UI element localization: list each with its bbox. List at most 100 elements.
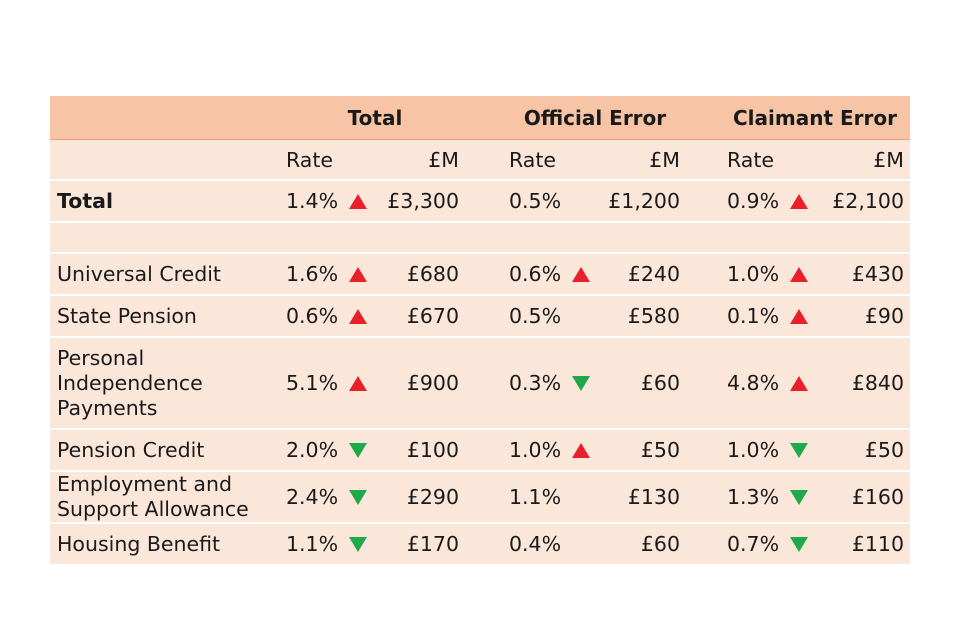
row-label: Pension Credit <box>57 437 205 462</box>
official-rate-cell: 0.5% <box>503 296 599 336</box>
claimant-money-value: £90 <box>864 304 904 328</box>
claimant-rate-value: 1.0% <box>727 438 780 462</box>
claimant-money-cell: £110 <box>810 524 904 564</box>
official-rate-cell: 0.6% <box>503 254 599 294</box>
group-header-official-error: Official Error <box>523 105 667 130</box>
official-money-cell: £1,200 <box>590 181 680 221</box>
claimant-rate-cell: 1.0% <box>721 430 817 470</box>
official-money-cell: £50 <box>590 430 680 470</box>
up-arrow-icon <box>572 442 591 458</box>
table-row: Total 1.4% £3,300 0.5% £1,200 0.9% £2,100 <box>50 181 910 223</box>
claimant-money-header: £M <box>873 147 904 172</box>
claimant-money-cell: £90 <box>810 296 904 336</box>
total-rate-cell: 2.4% <box>280 472 376 522</box>
total-money-value: £290 <box>406 485 459 509</box>
total-rate-value: 1.4% <box>286 189 339 213</box>
official-rate-value: 0.6% <box>509 262 562 286</box>
total-money-value: £670 <box>406 304 459 328</box>
official-rate-cell: 0.4% <box>503 524 599 564</box>
up-arrow-icon <box>349 308 368 324</box>
claimant-rate-value: 1.3% <box>727 485 780 509</box>
official-rate-value: 1.0% <box>509 438 562 462</box>
down-arrow-icon <box>790 536 809 552</box>
group-header-claimant-error: Claimant Error <box>733 105 897 130</box>
official-money-value: £60 <box>640 532 680 556</box>
claimant-rate-cell: 0.7% <box>721 524 817 564</box>
total-money-header: £M <box>428 147 459 172</box>
total-rate-cell: 1.6% <box>280 254 376 294</box>
official-money-value: £240 <box>627 262 680 286</box>
total-money-cell: £900 <box>370 338 459 428</box>
column-header-row: Rate £M Rate £M Rate £M <box>50 140 910 181</box>
official-rate-value: 0.5% <box>509 304 562 328</box>
table-row: Universal Credit 1.6% £680 0.6% £240 1.0% £430 <box>50 254 910 296</box>
official-rate-cell: 1.1% <box>503 472 599 522</box>
down-arrow-icon <box>572 375 591 391</box>
claimant-rate-value: 1.0% <box>727 262 780 286</box>
official-money-cell: £240 <box>590 254 680 294</box>
total-rate-value: 1.1% <box>286 532 339 556</box>
official-money-cell: £60 <box>590 338 680 428</box>
claimant-money-cell: £50 <box>810 430 904 470</box>
official-money-value: £130 <box>627 485 680 509</box>
claimant-money-value: £840 <box>851 371 904 395</box>
down-arrow-icon <box>790 489 809 505</box>
official-rate-value: 0.5% <box>509 189 562 213</box>
claimant-rate-value: 4.8% <box>727 371 780 395</box>
official-rate-cell: 0.5% <box>503 181 599 221</box>
official-money-cell: £60 <box>590 524 680 564</box>
official-money-cell: £580 <box>590 296 680 336</box>
official-rate-value: 0.4% <box>509 532 562 556</box>
total-money-value: £170 <box>406 532 459 556</box>
claimant-money-value: £2,100 <box>832 189 904 213</box>
down-arrow-icon <box>349 536 368 552</box>
group-header-row: Total Official Error Claimant Error <box>50 96 910 140</box>
claimant-rate-header: Rate <box>727 147 775 172</box>
table-row: Pension Credit 2.0% £100 1.0% £50 1.0% £50 <box>50 430 910 472</box>
total-money-cell: £170 <box>370 524 459 564</box>
claimant-money-cell: £840 <box>810 338 904 428</box>
total-rate-value: 2.4% <box>286 485 339 509</box>
claimant-rate-value: 0.1% <box>727 304 780 328</box>
total-rate-cell: 2.0% <box>280 430 376 470</box>
claimant-money-cell: £160 <box>810 472 904 522</box>
row-label: Housing Benefit <box>57 531 221 556</box>
claimant-money-value: £160 <box>851 485 904 509</box>
total-rate-cell: 1.4% <box>280 181 376 221</box>
official-rate-value: 1.1% <box>509 485 562 509</box>
total-rate-cell: 0.6% <box>280 296 376 336</box>
official-rate-value: 0.3% <box>509 371 562 395</box>
table-row: Personal Independence Payments 5.1% £900 0.… <box>50 338 910 430</box>
official-money-header: £M <box>649 147 680 172</box>
claimant-money-value: £110 <box>851 532 904 556</box>
down-arrow-icon <box>790 442 809 458</box>
total-rate-header: Rate <box>286 147 334 172</box>
up-arrow-icon <box>349 193 368 209</box>
claimant-money-cell: £2,100 <box>810 181 904 221</box>
up-arrow-icon <box>349 375 368 391</box>
row-label: Universal Credit <box>57 261 221 286</box>
claimant-rate-value: 0.7% <box>727 532 780 556</box>
group-header-total: Total <box>347 105 403 130</box>
claimant-rate-cell: 1.3% <box>721 472 817 522</box>
official-money-cell: £130 <box>590 472 680 522</box>
down-arrow-icon <box>349 442 368 458</box>
official-money-value: £1,200 <box>608 189 680 213</box>
total-rate-cell: 5.1% <box>280 338 376 428</box>
claimant-rate-cell: 0.1% <box>721 296 817 336</box>
total-money-value: £100 <box>406 438 459 462</box>
total-money-cell: £670 <box>370 296 459 336</box>
row-label: State Pension <box>57 303 197 328</box>
row-label: Employment and Support Allowance <box>57 472 249 521</box>
claimant-money-value: £430 <box>851 262 904 286</box>
total-rate-cell: 1.1% <box>280 524 376 564</box>
total-rate-value: 2.0% <box>286 438 339 462</box>
claimant-rate-cell: 4.8% <box>721 338 817 428</box>
claimant-rate-value: 0.9% <box>727 189 780 213</box>
total-money-cell: £3,300 <box>370 181 459 221</box>
fraud-error-table: Total Official Error Claimant Error Rate… <box>50 96 910 566</box>
total-money-cell: £680 <box>370 254 459 294</box>
claimant-money-value: £50 <box>864 438 904 462</box>
row-label: Personal Independence Payments <box>57 345 203 420</box>
total-money-value: £3,300 <box>387 189 459 213</box>
